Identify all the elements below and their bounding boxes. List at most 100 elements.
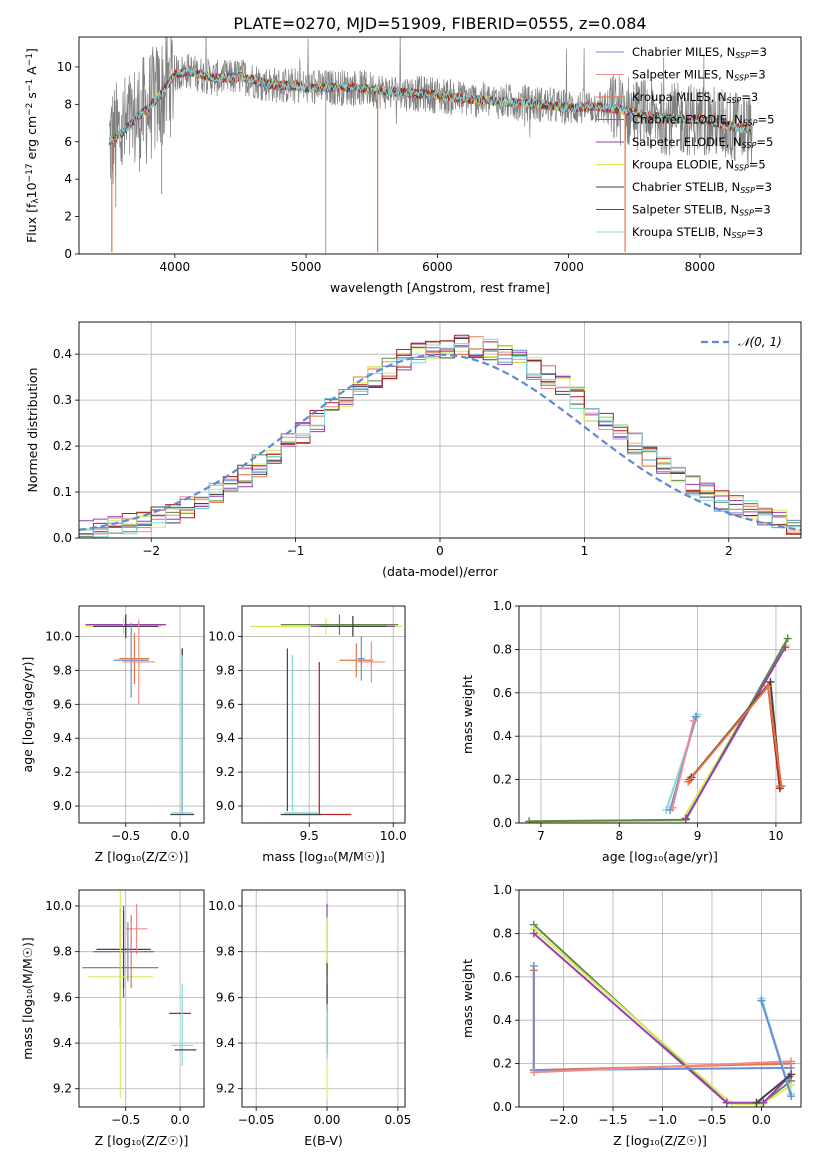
legend-label: Salpeter STELIB, NSSP=3 (632, 203, 771, 218)
x-tick-label: 8 (615, 829, 623, 843)
y-axis-label-part: A (24, 66, 39, 79)
weight-marker (525, 817, 534, 823)
weight-line (755, 1073, 792, 1104)
figure-title: PLATE=0270, MJD=51909, FIBERID=0555, z=0… (233, 14, 646, 33)
x-tick-label: 8000 (685, 260, 716, 274)
legend-label: Kroupa ELODIE, NSSP=5 (632, 158, 766, 173)
y-tick-label: 9.2 (216, 765, 235, 779)
legend-label: Chabrier ELODIE, NSSP=5 (632, 113, 774, 128)
x-axis-label: wavelength [Angstrom, rest frame] (330, 280, 550, 295)
y-tick-label: 8 (64, 97, 72, 111)
y-axis-label-part: 10 (24, 182, 39, 198)
x-tick-label: 6000 (422, 260, 453, 274)
y-axis-label-part: s (24, 92, 39, 103)
y-tick-label: 2 (64, 210, 72, 224)
legend-label: Salpeter MILES, NSSP=3 (632, 68, 766, 83)
plot-frame (518, 889, 802, 1108)
y-tick-label: 9.2 (53, 1082, 72, 1096)
weight-line (684, 646, 787, 820)
weight-marker (692, 712, 701, 721)
y-tick-label: 0.8 (493, 926, 512, 940)
y-tick-label: 0.2 (493, 1057, 512, 1071)
plot-frame (518, 605, 802, 824)
weight-line (671, 720, 695, 809)
x-tick-label: −1.0 (648, 1113, 677, 1127)
x-tick-label: −1 (287, 544, 305, 558)
y-tick-label: 9.4 (216, 731, 235, 745)
x-axis-label: Z [log₁₀(Z/Z☉)] (613, 1133, 707, 1148)
weight-vs-age-panel: 7 8 9 10 0.0 0.2 0.4 0.6 0.8 1.0 age [log₁₀(age/yr… (460, 599, 802, 864)
model-spectrum-line (108, 66, 753, 144)
x-tick-label: 0.00 (314, 1113, 341, 1127)
weight-line (533, 1060, 792, 1074)
plot-frame (241, 605, 406, 824)
weight-marker (759, 1098, 768, 1107)
y-axis-label-part: ] (24, 48, 39, 53)
weight-marker (766, 677, 775, 686)
x-tick-label: 7000 (553, 260, 584, 274)
y-tick-label: 9.6 (216, 697, 235, 711)
x-tick-label: 4000 (160, 260, 191, 274)
y-tick-label: 0.6 (493, 970, 512, 984)
legend-label: Chabrier STELIB, NSSP=3 (632, 180, 772, 195)
weight-marker (684, 777, 693, 786)
y-tick-label: 6 (64, 135, 72, 149)
y-tick-label: 1.0 (493, 883, 512, 897)
x-tick-label: −0.05 (238, 1113, 275, 1127)
x-tick-label: 0.0 (752, 1113, 771, 1127)
y-axis-label: mass [log₁₀(M/M☉)] (20, 937, 35, 1059)
x-tick-label: 10.0 (380, 829, 407, 843)
plot-frame (78, 321, 802, 539)
x-tick-label: 0.0 (171, 829, 190, 843)
x-tick-label: 1 (581, 544, 589, 558)
y-tick-label: 9.6 (216, 990, 235, 1004)
x-tick-label: −2 (142, 544, 160, 558)
y-tick-label: 10.0 (45, 630, 72, 644)
gaussian-curve (79, 353, 801, 531)
x-tick-label: 10 (768, 829, 783, 843)
y-tick-label: 1.0 (493, 599, 512, 613)
weight-marker (752, 1098, 761, 1107)
plot-frame (78, 889, 205, 1108)
weight-marker (529, 929, 538, 938)
x-tick-label: −0.5 (697, 1113, 726, 1127)
plot-frame (241, 889, 406, 1108)
weight-marker (783, 634, 792, 643)
weight-marker (529, 1068, 538, 1077)
y-tick-label: 9.8 (53, 945, 72, 959)
x-axis-label: Z [log₁₀(Z/Z☉)] (95, 1133, 189, 1148)
mass-vs-Z-panel: −0.5 0.0 9.2 9.4 9.6 9.8 10.0 Z [log₁₀(Z/Z☉)] ma… (20, 889, 205, 1148)
y-axis-label-part: −2 (25, 103, 35, 116)
weight-line (533, 932, 790, 1104)
y-axis-label: mass weight (460, 675, 475, 754)
x-axis-label: (data-model)/error (382, 564, 499, 579)
y-tick-label: 10.0 (208, 630, 235, 644)
age-vs-Z-panel: −0.5 0.0 9.0 9.2 9.4 9.6 9.8 10.0 Z [log₁₀(Z/Z☉)… (20, 605, 205, 864)
weight-marker (722, 1098, 731, 1107)
x-axis-label: age [log₁₀(age/yr)] (602, 849, 718, 864)
y-tick-label: 9.0 (216, 799, 235, 813)
weight-marker (668, 803, 677, 812)
x-tick-label: −2.0 (549, 1113, 578, 1127)
weight-marker (787, 1070, 796, 1079)
y-tick-label: 0.4 (493, 1013, 512, 1027)
y-tick-label: 9.8 (53, 663, 72, 677)
y-axis-label-part: λ (31, 198, 41, 204)
y-tick-label: 0.1 (53, 485, 72, 499)
x-axis-label: mass [log₁₀(M/M☉)] (262, 849, 384, 864)
y-tick-label: 0 (64, 247, 72, 261)
y-tick-label: 9.4 (53, 1036, 72, 1050)
x-tick-label: 0 (436, 544, 444, 558)
y-axis-label-part: −1 (25, 53, 35, 66)
y-tick-label: 0.6 (493, 686, 512, 700)
spectrum-panel: 4000 5000 6000 7000 8000 0 2 4 6 8 10 wavelength [A… (24, 36, 802, 295)
y-axis-label-part: −17 (25, 163, 35, 182)
weight-line (760, 1000, 793, 1097)
y-axis-label: mass weight (460, 959, 475, 1038)
x-tick-label: 7 (537, 829, 545, 843)
weight-vs-Z-panel: −2.0 −1.5 −1.0 −0.5 0.0 0.0 0.2 0.4 0.6 0.8 1.0 Z [… (460, 883, 802, 1148)
legend-label: Chabrier MILES, NSSP=3 (632, 45, 767, 60)
weight-marker (689, 717, 698, 726)
x-tick-label: 9 (694, 829, 702, 843)
